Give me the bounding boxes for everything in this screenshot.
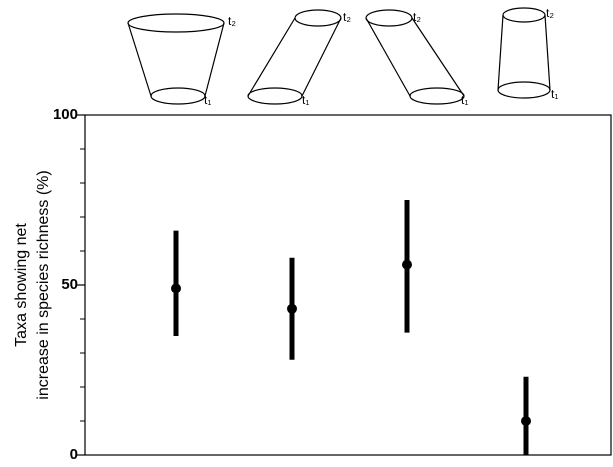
icon-label: t₁ <box>302 93 309 107</box>
y-axis-label: Taxa showing net <box>13 223 30 347</box>
point <box>287 304 297 314</box>
icon <box>128 14 224 32</box>
icon <box>128 23 151 96</box>
icon <box>545 15 550 90</box>
point <box>521 416 531 426</box>
icon <box>302 18 341 96</box>
icon <box>248 88 302 104</box>
icon-label: t₂ <box>343 10 351 24</box>
y-tick-label: 0 <box>70 446 78 462</box>
icon-label: t₂ <box>413 10 421 24</box>
icon <box>366 18 410 96</box>
icon <box>410 88 464 104</box>
y-tick-label: 50 <box>61 276 78 293</box>
icon-label: t₂ <box>228 14 236 28</box>
icon <box>151 88 205 104</box>
icon <box>498 15 503 90</box>
point <box>402 260 412 270</box>
icon-label: t₂ <box>546 6 554 20</box>
icons <box>128 8 550 104</box>
icon-label: t₁ <box>204 93 211 107</box>
icon <box>366 10 412 26</box>
icon-label: t₁ <box>461 93 468 107</box>
point <box>171 283 181 293</box>
icon <box>498 82 550 98</box>
chart: t₂ t₁ t₂ t₁ t₂ t₁ t₂ t₁ Taxa showing net… <box>0 0 613 462</box>
icon <box>205 23 224 96</box>
y-tick-label: 100 <box>53 106 78 123</box>
icon <box>295 10 341 26</box>
y-axis-label: increase in species richness (%) <box>35 170 52 399</box>
icon <box>248 18 295 96</box>
icon <box>412 18 464 96</box>
plot-frame <box>85 115 611 455</box>
icon <box>503 8 545 22</box>
icon-label: t₁ <box>551 87 558 101</box>
